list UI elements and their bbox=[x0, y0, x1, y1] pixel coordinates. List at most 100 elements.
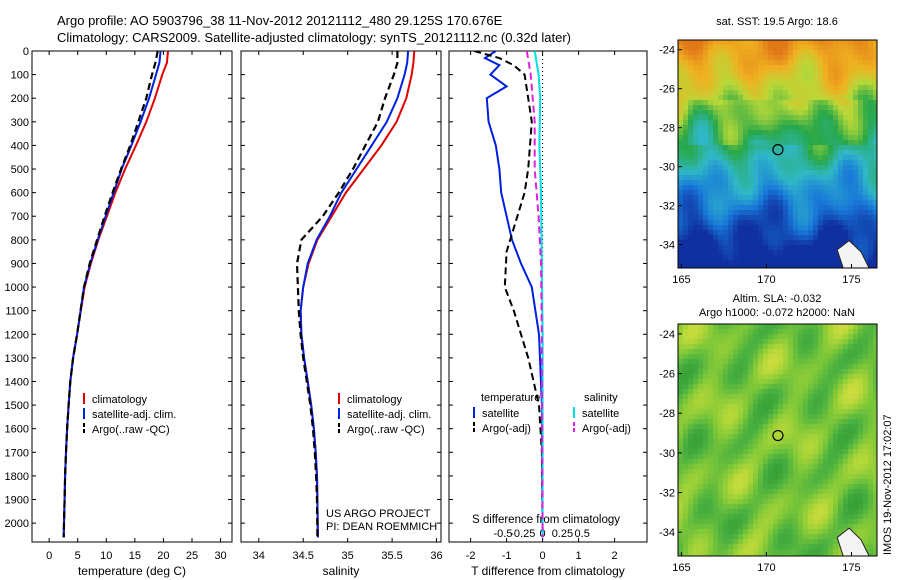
map-cell bbox=[783, 245, 789, 251]
map-cell bbox=[833, 459, 839, 465]
map-cell bbox=[868, 45, 874, 51]
map-cell bbox=[813, 95, 819, 101]
ytick-label: 2000 bbox=[5, 518, 29, 530]
map-cell bbox=[708, 120, 714, 126]
map-cell bbox=[698, 220, 704, 226]
map-cell bbox=[693, 329, 699, 335]
map-cell bbox=[713, 504, 719, 510]
map-cell bbox=[723, 220, 729, 226]
map-cell bbox=[698, 45, 704, 51]
map-cell bbox=[743, 359, 749, 365]
map-cell bbox=[773, 135, 779, 141]
map-cell bbox=[798, 155, 804, 161]
map-cell bbox=[823, 544, 829, 550]
map-cell bbox=[783, 170, 789, 176]
map-cell bbox=[783, 424, 789, 430]
map-cell bbox=[728, 115, 734, 121]
map-cell bbox=[718, 155, 724, 161]
map-cell bbox=[838, 70, 844, 76]
map-cell bbox=[708, 529, 714, 535]
map-cell bbox=[858, 240, 864, 246]
map-cell bbox=[793, 40, 799, 46]
map-cell bbox=[718, 70, 724, 76]
map-cell bbox=[758, 374, 764, 380]
map-cell bbox=[738, 324, 744, 330]
map-cell bbox=[753, 529, 759, 535]
map-cell bbox=[723, 115, 729, 121]
map-cell bbox=[718, 414, 724, 420]
map-cell bbox=[713, 494, 719, 500]
map-cell bbox=[763, 170, 769, 176]
map-cell bbox=[863, 75, 869, 81]
legend-label: Argo(..raw -QC) bbox=[347, 424, 425, 436]
map-cell bbox=[768, 434, 774, 440]
map-cell bbox=[823, 554, 829, 556]
map-cell bbox=[798, 509, 804, 515]
map-cell bbox=[698, 235, 704, 241]
map-cell bbox=[873, 90, 877, 96]
map-cell bbox=[748, 195, 754, 201]
map-cell bbox=[858, 529, 864, 535]
map-cell bbox=[873, 379, 877, 385]
map-cell bbox=[703, 414, 709, 420]
map-cell bbox=[853, 215, 859, 221]
map-cell bbox=[823, 449, 829, 455]
map-cell bbox=[738, 245, 744, 251]
map-cell bbox=[798, 514, 804, 520]
map-cell bbox=[708, 230, 714, 236]
map-cell bbox=[813, 399, 819, 405]
ytick-label: -28 bbox=[659, 408, 675, 420]
map-cell bbox=[728, 50, 734, 56]
map-cell bbox=[848, 359, 854, 365]
map-cell bbox=[828, 344, 834, 350]
map-cell bbox=[853, 349, 859, 355]
map-cell bbox=[858, 190, 864, 196]
map-cell bbox=[798, 170, 804, 176]
map-cell bbox=[838, 145, 844, 151]
map-cell bbox=[683, 145, 689, 151]
map-cell bbox=[813, 90, 819, 96]
map-cell bbox=[798, 215, 804, 221]
map-cell bbox=[778, 50, 784, 56]
map-cell bbox=[763, 135, 769, 141]
map-cell bbox=[833, 40, 839, 46]
map-cell bbox=[733, 185, 739, 191]
map-cell bbox=[708, 444, 714, 450]
map-cell bbox=[678, 95, 684, 101]
map-cell bbox=[853, 90, 859, 96]
map-cell bbox=[718, 539, 724, 545]
map-cell bbox=[848, 225, 854, 231]
map-cell bbox=[738, 155, 744, 161]
map-cell bbox=[853, 130, 859, 136]
map-cell bbox=[788, 519, 794, 525]
map-cell bbox=[783, 509, 789, 515]
map-cell bbox=[833, 140, 839, 146]
map-cell bbox=[683, 90, 689, 96]
map-cell bbox=[828, 230, 834, 236]
map-cell bbox=[838, 55, 844, 61]
map-cell bbox=[818, 145, 824, 151]
xtick-label: 10 bbox=[100, 550, 112, 562]
map-cell bbox=[843, 70, 849, 76]
map-cell bbox=[828, 255, 834, 261]
map-cell bbox=[788, 80, 794, 86]
map-cell bbox=[693, 205, 699, 211]
map-cell bbox=[863, 464, 869, 470]
map-cell bbox=[853, 369, 859, 375]
map-cell bbox=[723, 484, 729, 490]
map-cell bbox=[688, 120, 694, 126]
map-cell bbox=[858, 105, 864, 111]
map-cell bbox=[753, 205, 759, 211]
map-cell bbox=[818, 50, 824, 56]
map-cell bbox=[868, 155, 874, 161]
map-cell bbox=[763, 454, 769, 460]
map-cell bbox=[773, 424, 779, 430]
map-cell bbox=[823, 379, 829, 385]
map-cell bbox=[738, 534, 744, 540]
map-cell bbox=[818, 524, 824, 530]
map-cell bbox=[733, 474, 739, 480]
map-cell bbox=[768, 120, 774, 126]
map-cell bbox=[763, 225, 769, 231]
map-cell bbox=[748, 394, 754, 400]
map-cell bbox=[693, 499, 699, 505]
